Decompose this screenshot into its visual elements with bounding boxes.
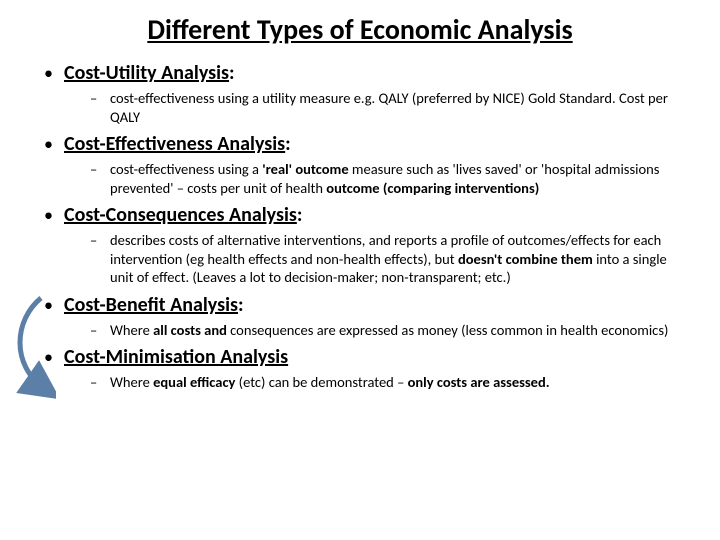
- sub-list: cost-effectiveness using a 'real' outcom…: [64, 160, 690, 197]
- bullet-label: Cost-Effectiveness Analysis: [64, 132, 285, 156]
- bullet-list: Cost-Utility Analysis: cost-effectivenes…: [30, 61, 690, 392]
- sub-list: Where equal efficacy (etc) can be demons…: [64, 373, 690, 392]
- bullet-cost-minimisation: Cost-Minimisation Analysis Where equal e…: [40, 345, 690, 392]
- sub-list: describes costs of alternative intervent…: [64, 231, 690, 287]
- sub-list: Where all costs and consequences are exp…: [64, 321, 690, 340]
- bullet-label: Cost-Minimisation Analysis: [64, 345, 288, 369]
- bullet-label: Cost-Benefit Analysis: [64, 293, 238, 317]
- sub-item: describes costs of alternative intervent…: [90, 231, 680, 287]
- bullet-cost-consequences: Cost-Consequences Analysis: describes co…: [40, 203, 690, 287]
- sub-item: Where equal efficacy (etc) can be demons…: [90, 373, 680, 392]
- bullet-colon: :: [285, 132, 291, 156]
- slide: Different Types of Economic Analysis Cos…: [0, 0, 720, 540]
- bullet-colon: :: [297, 203, 303, 227]
- slide-title: Different Types of Economic Analysis: [30, 12, 690, 47]
- bullet-label: Cost-Utility Analysis: [64, 61, 229, 85]
- bullet-label: Cost-Consequences Analysis: [64, 203, 297, 227]
- sub-item: Where all costs and consequences are exp…: [90, 321, 680, 340]
- bullet-colon: :: [229, 61, 235, 85]
- sub-item: cost-effectiveness using a utility measu…: [90, 89, 680, 126]
- sub-list: cost-effectiveness using a utility measu…: [64, 89, 690, 126]
- bullet-cost-benefit: Cost-Benefit Analysis: Where all costs a…: [40, 293, 690, 340]
- bullet-colon: :: [238, 293, 244, 317]
- bullet-cost-utility: Cost-Utility Analysis: cost-effectivenes…: [40, 61, 690, 126]
- bullet-cost-effectiveness: Cost-Effectiveness Analysis: cost-effect…: [40, 132, 690, 197]
- sub-item: cost-effectiveness using a 'real' outcom…: [90, 160, 680, 197]
